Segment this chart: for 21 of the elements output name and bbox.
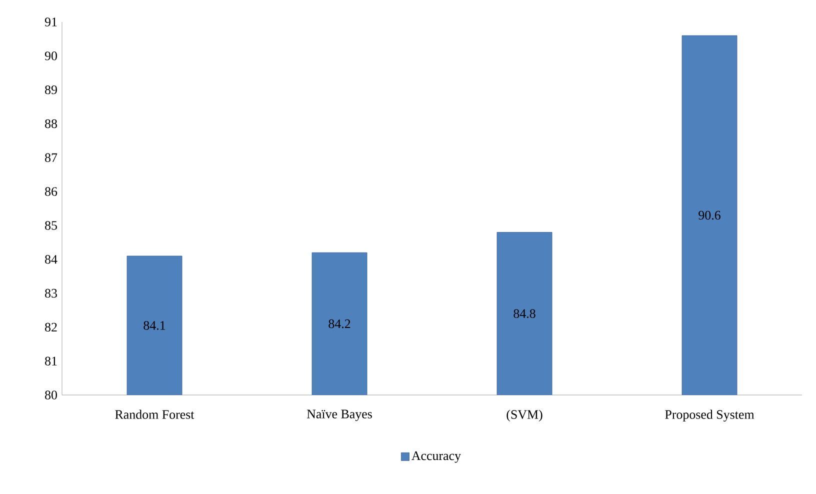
y-tick-label: 87 (45, 153, 58, 162)
y-tick-label: 84 (45, 254, 58, 264)
y-tick-label: 88 (45, 119, 57, 128)
y-tick-label: 82 (45, 322, 57, 332)
y-tick-label: 90 (44, 52, 57, 60)
x-tick-label: Random Forest (115, 410, 194, 419)
y-tick-label: 80 (45, 390, 57, 400)
x-tick-label: Naïve Bayes (306, 410, 372, 422)
y-tick-label: 86 (45, 187, 58, 196)
data-label: 90.6 (698, 210, 720, 220)
y-tick-label: 83 (45, 288, 57, 298)
y-tick-label: 91 (44, 18, 57, 26)
data-label: 84.8 (514, 309, 536, 318)
y-tick-label: 81 (45, 356, 57, 366)
data-label: 84.2 (328, 319, 350, 328)
data-label: 84.1 (144, 321, 166, 330)
legend-label: Accuracy (412, 451, 461, 463)
y-tick-label: 89 (45, 85, 57, 94)
x-tick-label: Proposed System (665, 410, 754, 422)
y-tick-label: 85 (45, 221, 57, 230)
x-tick-label: (SVM) (506, 410, 542, 422)
